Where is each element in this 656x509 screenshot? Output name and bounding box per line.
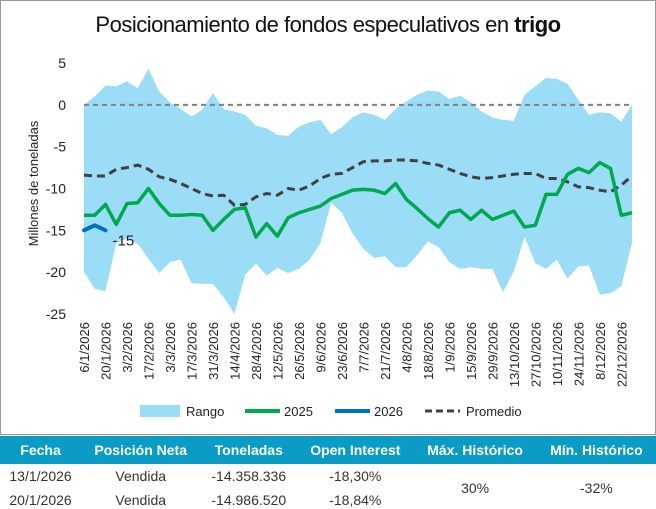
x-tick-label: 22/12/2026: [614, 322, 629, 387]
cell-date: 13/1/2026: [9, 468, 72, 484]
col-header: Posición Neta: [81, 436, 201, 464]
x-tick-label: 23/6/2026: [335, 322, 350, 380]
x-tick-label: 18/8/2026: [421, 322, 436, 380]
x-tick-label: 4/8/2026: [399, 322, 414, 373]
col-header: Máx. Histórico: [413, 436, 537, 464]
col-header: Open Interest: [297, 436, 414, 464]
title-commodity: trigo: [514, 12, 561, 37]
series-promedio: [83, 158, 633, 207]
col-header: Mín. Histórico: [536, 436, 656, 464]
y-tick-label: -20: [46, 264, 66, 280]
x-tick-label: 3/3/2026: [163, 322, 178, 373]
x-tick-label: 6/1/2026: [77, 322, 92, 373]
x-tick-label: 28/4/2026: [249, 322, 264, 380]
legend-swatch-range: [140, 405, 180, 417]
y-tick-label: -25: [46, 306, 66, 322]
x-tick-label: 20/1/2026: [98, 322, 113, 380]
x-tick-label: 14/4/2026: [227, 322, 242, 380]
x-tick-label: 29/9/2026: [485, 322, 500, 380]
x-tick-label: 9/6/2026: [313, 322, 328, 373]
plot-area: 5 0 -5 -10 -15 -20 -25 Millones de toneladas 6/1…: [26, 55, 633, 419]
cell-position: Vendida: [115, 468, 167, 484]
x-tick-label: 13/10/2026: [507, 322, 522, 387]
x-tick-label: 27/10/2026: [528, 322, 543, 387]
legend-label: Promedio: [466, 404, 522, 419]
x-tick-label: 21/7/2026: [378, 322, 393, 380]
series-2026-data-label: -15: [112, 232, 134, 249]
x-tick-label: 1/9/2026: [442, 322, 457, 373]
cell-tonnes: -14.986.520: [211, 492, 287, 508]
y-tick-label: 5: [58, 55, 66, 71]
positions-table: Fecha Posición Neta Toneladas Open Inter…: [0, 436, 656, 509]
x-tick-label: 10/11/2026: [550, 322, 565, 386]
chart-title: Posicionamiento de fondos especulativos …: [0, 12, 656, 38]
cell-open-interest: -18,84%: [329, 492, 382, 508]
cell-date: 20/1/2026: [9, 492, 72, 508]
x-tick-label: 24/11/2026: [571, 322, 586, 386]
x-tick-label: 3/2/2026: [120, 322, 135, 373]
title-text: Posicionamiento de fondos especulativos …: [95, 12, 515, 37]
y-tick-label: -5: [54, 139, 67, 155]
x-tick-label: 31/3/2026: [206, 322, 221, 380]
y-tick-label: -15: [46, 222, 66, 238]
y-tick-label: -10: [46, 181, 66, 197]
cell-open-interest: -18,30%: [329, 468, 382, 484]
cell-min-hist: -32%: [580, 480, 613, 496]
legend-label: 2026: [374, 404, 403, 419]
x-tick-label: 12/5/2026: [270, 322, 285, 380]
legend-label: Rango: [186, 404, 224, 419]
y-axis-label: Millones de toneladas: [26, 120, 41, 246]
cell-max-hist: 30%: [461, 480, 490, 496]
series-2026: [82, 223, 108, 233]
table-row: 13/1/2026 Vendida -14.358.336 -18,30% 30…: [0, 464, 656, 496]
col-header: Fecha: [0, 436, 82, 464]
x-tick-label: 17/2/2026: [141, 322, 156, 380]
table-header-row: Fecha Posición Neta Toneladas Open Inter…: [0, 436, 656, 464]
col-header: Toneladas: [200, 436, 298, 464]
table-row: 20/1/2026 Vendida -14.986.520 -18,84%: [0, 488, 656, 509]
x-tick-label: 7/7/2026: [356, 322, 371, 373]
x-tick-label: 26/5/2026: [292, 322, 307, 380]
x-tick-label: 8/12/2026: [593, 322, 608, 380]
x-tick-label: 15/9/2026: [464, 322, 479, 380]
cell-tonnes: -14.358.336: [211, 468, 287, 484]
legend-label: 2025: [284, 404, 313, 419]
series-2025: [84, 160, 633, 239]
y-tick-label: 0: [58, 97, 66, 113]
cell-position: Vendida: [115, 492, 167, 508]
x-tick-label: 17/3/2026: [184, 322, 199, 380]
